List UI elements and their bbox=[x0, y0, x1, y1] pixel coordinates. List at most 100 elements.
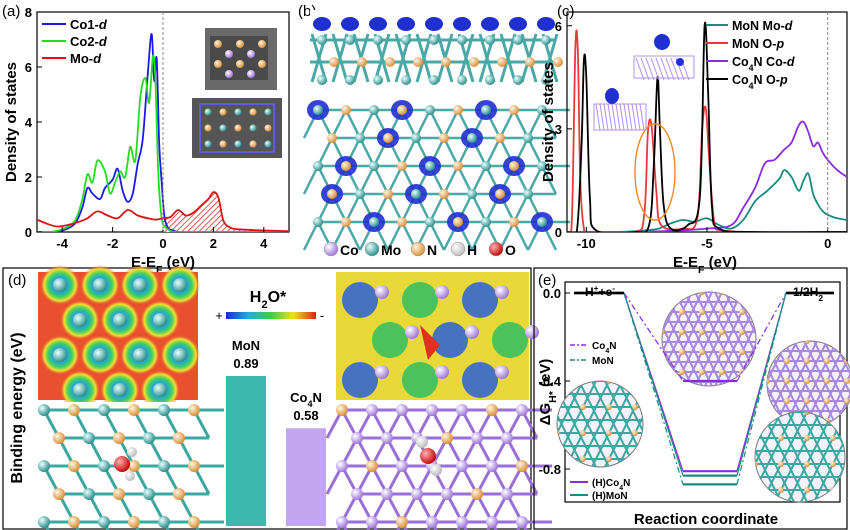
panel-a-ytick-label: 2 bbox=[25, 170, 32, 185]
bond bbox=[578, 381, 623, 467]
panel-b-charge-density: (b) Co Mo N H O bbox=[298, 3, 570, 258]
atom-n bbox=[679, 349, 685, 355]
atom-n bbox=[804, 358, 810, 364]
atom-mo bbox=[457, 75, 467, 85]
atom-n bbox=[632, 404, 638, 410]
atom-mo bbox=[513, 35, 523, 45]
bond bbox=[670, 57, 680, 81]
panel-a-series-0 bbox=[37, 33, 289, 232]
atom-n bbox=[824, 398, 830, 404]
bond bbox=[639, 103, 645, 131]
atom-n bbox=[606, 430, 612, 436]
slab bbox=[633, 55, 695, 79]
bond bbox=[660, 57, 670, 81]
atom-n bbox=[767, 341, 770, 344]
atom-n bbox=[755, 487, 758, 493]
bond bbox=[623, 103, 629, 131]
atom bbox=[495, 189, 505, 199]
charge-blob bbox=[402, 282, 438, 318]
atom-n bbox=[767, 378, 770, 384]
bond bbox=[541, 33, 559, 83]
bond bbox=[683, 381, 726, 467]
atom bbox=[98, 404, 110, 416]
atom bbox=[537, 105, 547, 115]
atom-n bbox=[413, 57, 423, 67]
atom-n bbox=[606, 404, 612, 410]
bond bbox=[302, 221, 320, 251]
panel-e-legend-label: (H)Co4N bbox=[592, 478, 630, 492]
bar-value-label: 0.58 bbox=[293, 408, 318, 423]
bond bbox=[470, 165, 488, 195]
atom-mo bbox=[173, 348, 187, 362]
atom bbox=[68, 404, 80, 416]
atom bbox=[471, 432, 483, 444]
atom bbox=[425, 161, 435, 171]
panel-d-ylabel: Binding energy (eV) bbox=[9, 332, 26, 483]
atom-n bbox=[830, 461, 836, 467]
atom-mo bbox=[153, 313, 167, 327]
atom-n bbox=[719, 309, 725, 315]
atom bbox=[425, 217, 435, 227]
inset-atom bbox=[204, 140, 212, 148]
atom bbox=[38, 516, 50, 528]
atom-n bbox=[469, 57, 479, 67]
panel-a-label: (a) bbox=[2, 3, 20, 20]
atom-o bbox=[114, 456, 130, 472]
atom bbox=[53, 432, 65, 444]
legend-atom-label: Mo bbox=[381, 242, 401, 258]
bond bbox=[645, 57, 655, 81]
atom bbox=[38, 460, 50, 472]
atom-n bbox=[632, 430, 638, 436]
panel-b-atom-legend: Co Mo N H O bbox=[323, 241, 516, 258]
atom-mo bbox=[133, 348, 147, 362]
atom-n bbox=[739, 329, 745, 335]
bond bbox=[512, 193, 530, 223]
panel-a-xtick-label: -2 bbox=[107, 236, 119, 251]
atom bbox=[383, 133, 393, 143]
panel-e-xlabel: Reaction coordinate bbox=[634, 511, 778, 528]
panel-a-xtick-label: -4 bbox=[56, 236, 68, 251]
panel-e-connector-0-0 bbox=[623, 292, 684, 382]
atom-n bbox=[580, 404, 586, 410]
bond bbox=[512, 221, 530, 251]
atom bbox=[113, 488, 125, 500]
atom-n bbox=[679, 369, 685, 375]
atom bbox=[313, 217, 323, 227]
charge-lobe bbox=[369, 17, 387, 31]
panel-e-ytick-label: -0.4 bbox=[539, 374, 562, 389]
inset-atom bbox=[249, 140, 257, 148]
atom bbox=[397, 105, 407, 115]
legend-atom-label: N bbox=[427, 242, 437, 258]
atom bbox=[383, 189, 393, 199]
bond bbox=[755, 412, 782, 502]
atom bbox=[516, 516, 528, 528]
panel-e-connector-3-0 bbox=[623, 292, 684, 476]
atom-mo bbox=[401, 35, 411, 45]
atom-co bbox=[375, 365, 389, 379]
atom-mo bbox=[317, 35, 327, 45]
bar-category-label: Co4N bbox=[290, 390, 322, 409]
atom bbox=[453, 217, 463, 227]
atom-mo bbox=[73, 383, 87, 397]
bond bbox=[344, 109, 362, 139]
inset-atom bbox=[249, 108, 257, 116]
atom-n bbox=[557, 404, 560, 410]
atom bbox=[38, 404, 50, 416]
panel-e-step-label-end: 1/2H2 bbox=[793, 285, 823, 303]
charge-lobe bbox=[341, 17, 359, 31]
charge-blob bbox=[432, 322, 468, 358]
legend-atom-label: O bbox=[505, 242, 516, 258]
atom-mo bbox=[345, 75, 355, 85]
atom bbox=[441, 488, 453, 500]
atom bbox=[486, 404, 498, 416]
panel-c-ytick-label: 0 bbox=[555, 225, 562, 240]
bond bbox=[619, 103, 625, 131]
bond bbox=[640, 57, 650, 81]
atom bbox=[381, 432, 393, 444]
atom-n bbox=[824, 378, 830, 384]
charge-lobe bbox=[509, 17, 527, 31]
atom-co bbox=[435, 365, 449, 379]
bond bbox=[540, 109, 558, 139]
atom-n bbox=[632, 381, 638, 384]
panel-d-h2o-label: H2O* bbox=[250, 289, 287, 311]
